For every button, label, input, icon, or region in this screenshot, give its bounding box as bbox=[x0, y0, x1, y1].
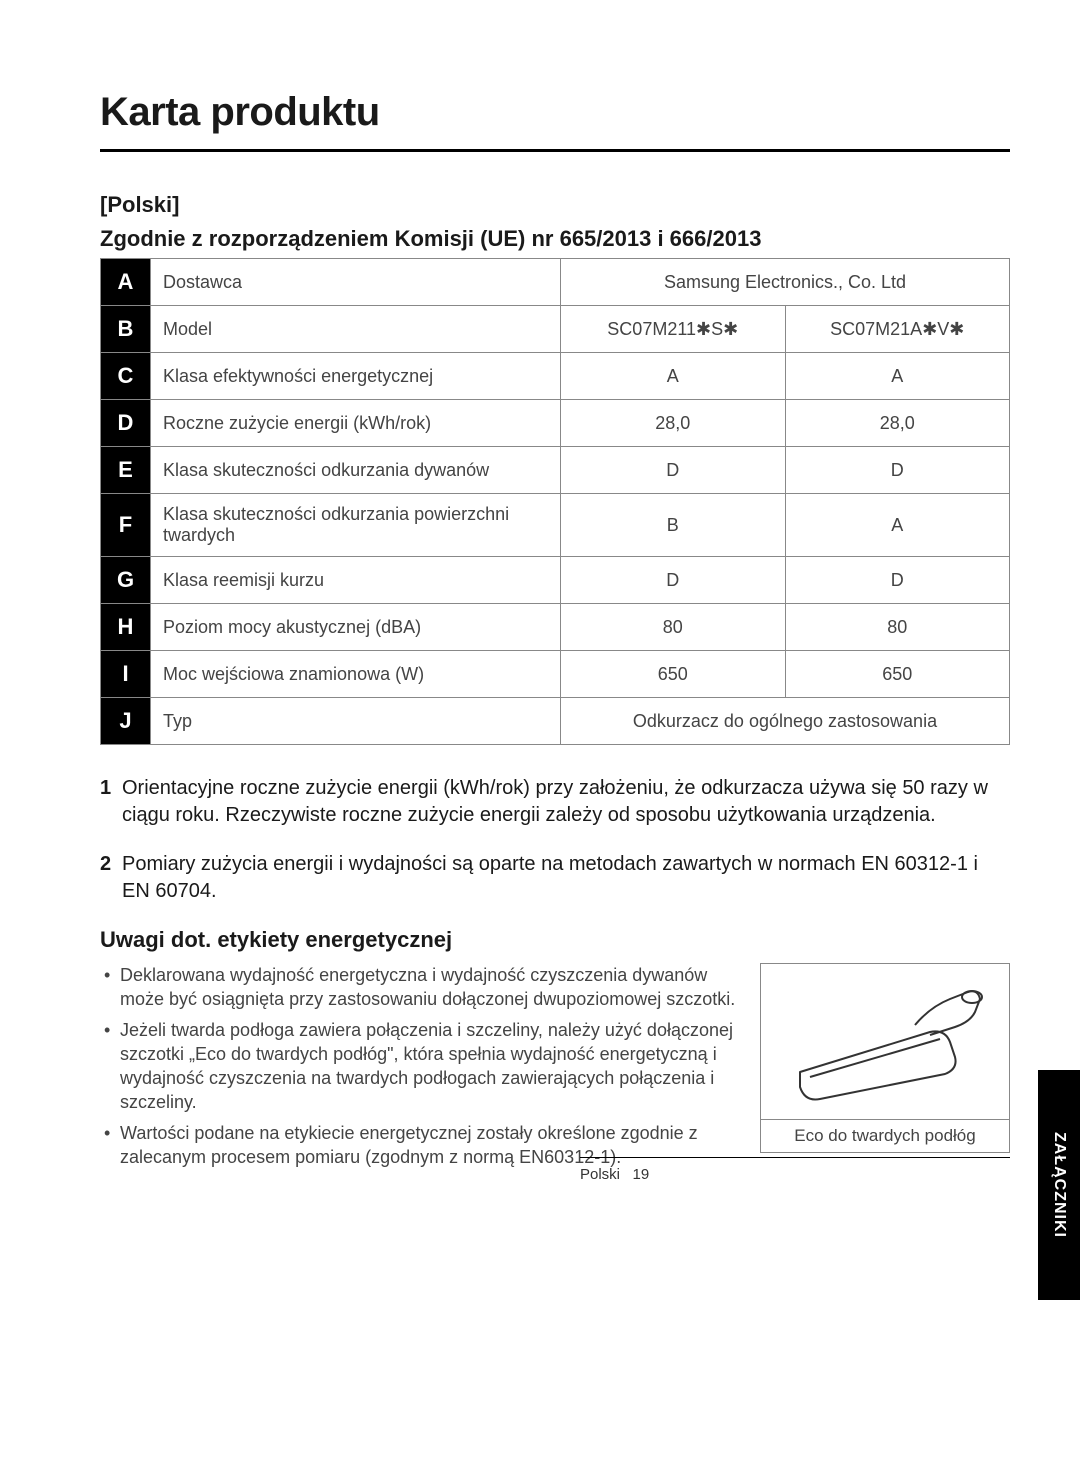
footer-language: Polski bbox=[580, 1166, 620, 1183]
row-label: Moc wejściowa znamionowa (W) bbox=[151, 651, 561, 698]
energy-notes-list: Deklarowana wydajność energetyczna i wyd… bbox=[100, 963, 742, 1175]
row-value-1: 80 bbox=[561, 604, 786, 651]
energy-label-heading: Uwagi dot. etykiety energetycznej bbox=[100, 927, 1010, 953]
row-label: Poziom mocy akustycznej (dBA) bbox=[151, 604, 561, 651]
row-letter: I bbox=[101, 651, 151, 698]
list-item: Deklarowana wydajność energetyczna i wyd… bbox=[100, 963, 742, 1012]
row-label: Model bbox=[151, 306, 561, 353]
footer-page-number: 19 bbox=[633, 1166, 650, 1183]
row-label: Klasa skuteczności odkurzania dywanów bbox=[151, 447, 561, 494]
row-value-2: SC07M21A✱V✱ bbox=[785, 306, 1010, 353]
table-row: IMoc wejściowa znamionowa (W)650650 bbox=[101, 651, 1010, 698]
row-label: Dostawca bbox=[151, 259, 561, 306]
row-value-1: 28,0 bbox=[561, 400, 786, 447]
row-value-1: SC07M211✱S✱ bbox=[561, 306, 786, 353]
row-label: Roczne zużycie energii (kWh/rok) bbox=[151, 400, 561, 447]
row-letter: A bbox=[101, 259, 151, 306]
brush-figure: Eco do twardych podłóg bbox=[760, 963, 1010, 1153]
row-label: Klasa reemisji kurzu bbox=[151, 557, 561, 604]
list-item: Jeżeli twarda podłoga zawiera połączenia… bbox=[100, 1018, 742, 1115]
table-row: EKlasa skuteczności odkurzania dywanówDD bbox=[101, 447, 1010, 494]
row-value-1: 650 bbox=[561, 651, 786, 698]
row-value-1: A bbox=[561, 353, 786, 400]
regulation-heading: Zgodnie z rozporządzeniem Komisji (UE) n… bbox=[100, 226, 1010, 252]
table-row: CKlasa efektywności energetycznejAA bbox=[101, 353, 1010, 400]
row-letter: H bbox=[101, 604, 151, 651]
row-value-2: A bbox=[785, 494, 1010, 557]
row-value: Odkurzacz do ogólnego zastosowania bbox=[561, 698, 1010, 745]
row-value-1: B bbox=[561, 494, 786, 557]
row-value-2: A bbox=[785, 353, 1010, 400]
row-value-2: 650 bbox=[785, 651, 1010, 698]
note-item: Pomiary zużycia energii i wydajności są … bbox=[100, 851, 1010, 905]
row-value-2: 80 bbox=[785, 604, 1010, 651]
side-tab: ZAŁĄCZNIKI bbox=[1038, 1070, 1080, 1300]
table-row: ADostawcaSamsung Electronics., Co. Ltd bbox=[101, 259, 1010, 306]
product-fiche-table: ADostawcaSamsung Electronics., Co. LtdBM… bbox=[100, 258, 1010, 745]
table-row: HPoziom mocy akustycznej (dBA)8080 bbox=[101, 604, 1010, 651]
row-value: Samsung Electronics., Co. Ltd bbox=[561, 259, 1010, 306]
table-row: BModelSC07M211✱S✱SC07M21A✱V✱ bbox=[101, 306, 1010, 353]
language-label: [Polski] bbox=[100, 192, 1010, 218]
figure-caption: Eco do twardych podłóg bbox=[761, 1119, 1009, 1152]
row-letter: G bbox=[101, 557, 151, 604]
note-item: Orientacyjne roczne zużycie energii (kWh… bbox=[100, 775, 1010, 829]
row-value-1: D bbox=[561, 447, 786, 494]
table-row: GKlasa reemisji kurzuDD bbox=[101, 557, 1010, 604]
table-row: JTypOdkurzacz do ogólnego zastosowania bbox=[101, 698, 1010, 745]
notes-list: Orientacyjne roczne zużycie energii (kWh… bbox=[100, 775, 1010, 905]
page-footer: Polski 19 bbox=[580, 1157, 1010, 1183]
row-value-2: 28,0 bbox=[785, 400, 1010, 447]
row-value-2: D bbox=[785, 447, 1010, 494]
page-title: Karta produktu bbox=[100, 90, 1010, 152]
table-row: DRoczne zużycie energii (kWh/rok)28,028,… bbox=[101, 400, 1010, 447]
row-value-1: D bbox=[561, 557, 786, 604]
row-value-2: D bbox=[785, 557, 1010, 604]
row-letter: B bbox=[101, 306, 151, 353]
row-letter: D bbox=[101, 400, 151, 447]
row-label: Typ bbox=[151, 698, 561, 745]
row-letter: F bbox=[101, 494, 151, 557]
row-letter: E bbox=[101, 447, 151, 494]
row-label: Klasa skuteczności odkurzania powierzchn… bbox=[151, 494, 561, 557]
row-label: Klasa efektywności energetycznej bbox=[151, 353, 561, 400]
brush-icon bbox=[761, 964, 1009, 1119]
row-letter: J bbox=[101, 698, 151, 745]
side-tab-label: ZAŁĄCZNIKI bbox=[1050, 1132, 1068, 1238]
table-row: FKlasa skuteczności odkurzania powierzch… bbox=[101, 494, 1010, 557]
row-letter: C bbox=[101, 353, 151, 400]
